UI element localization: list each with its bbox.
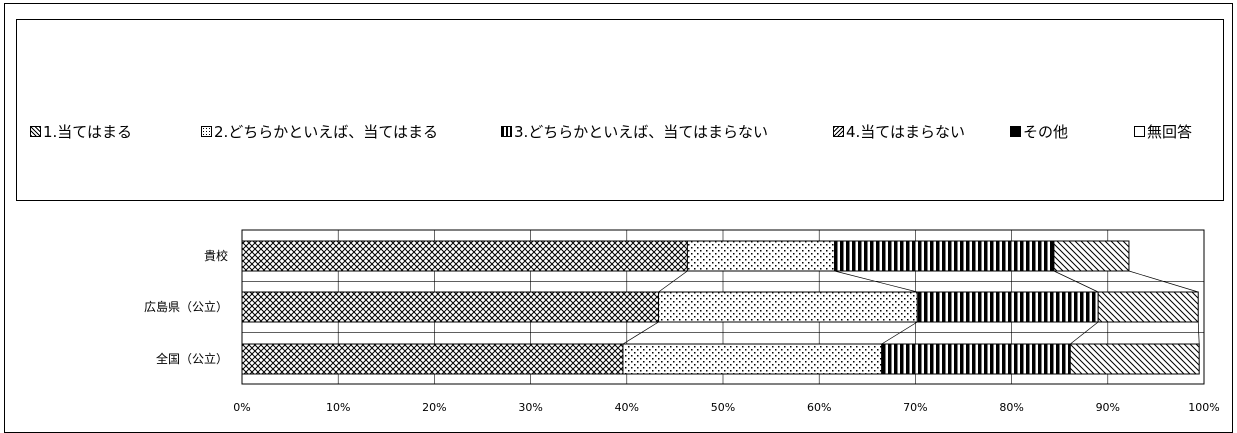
legend-item-5: その他 (1010, 121, 1068, 142)
series-line (1197, 321, 1200, 345)
series-line (1128, 270, 1199, 293)
legend-swatch-blank-icon (1134, 126, 1145, 137)
category-label: 広島県（公立） (144, 299, 228, 314)
bar-segment (241, 240, 688, 272)
series-line (1053, 270, 1099, 293)
x-tick-label: 90% (1096, 401, 1120, 414)
series-line (881, 321, 918, 345)
label-layer: 0% 10% 20% 30% 40% 50% 60% 70% 80% 90% 100% 貴校広島県（公… (144, 248, 1220, 414)
bar-segment (1097, 291, 1199, 323)
bar-segment (1069, 343, 1200, 375)
legend-label: その他 (1023, 123, 1069, 141)
legend-swatch-crosshatch-icon (30, 126, 41, 137)
legend-swatch-dots-icon (201, 126, 212, 137)
x-tick-label: 80% (999, 401, 1023, 414)
bar-segment (241, 291, 660, 323)
bar-segment (658, 291, 918, 323)
bar-segment (881, 343, 1071, 375)
legend-item-2: 2.どちらかといえば、当てはまる (201, 121, 438, 142)
x-tick-label: 60% (807, 401, 831, 414)
x-tick-label: 30% (518, 401, 542, 414)
legend-label: 3.どちらかといえば、当てはまらない (514, 123, 769, 141)
x-tick-label: 70% (903, 401, 927, 414)
x-tick-label: 0% (233, 401, 250, 414)
legend-label: 1.当てはまる (43, 123, 133, 141)
legend-label: 4.当てはまらない (846, 123, 966, 141)
legend-label: 2.どちらかといえば、当てはまる (214, 123, 439, 141)
legend-item-4: 4.当てはまらない (833, 121, 965, 142)
series-line (622, 321, 659, 345)
category-label: 貴校 (204, 248, 228, 263)
x-tick-label: 20% (422, 401, 446, 414)
legend-item-3: 3.どちらかといえば、当てはまらない (501, 121, 768, 142)
legend-swatch-diagonal-icon (833, 126, 844, 137)
bar-segment (916, 291, 1099, 323)
series-line (1070, 321, 1099, 345)
bar-segment (622, 343, 883, 375)
bar-segment (241, 343, 624, 375)
bar-layer (241, 240, 1200, 375)
bar-segment (1053, 240, 1130, 272)
series-line (658, 270, 688, 293)
legend-item-6: 無回答 (1134, 121, 1192, 142)
legend-swatch-solid-icon (1010, 126, 1021, 137)
legend: 1.当てはまる 2.どちらかといえば、当てはまる 3.どちらかといえば、当てはま… (16, 19, 1224, 201)
legend-swatch-vertical-stripes-icon (501, 126, 512, 137)
x-tick-label: 40% (615, 401, 639, 414)
series-line (834, 270, 918, 293)
bar-segment (686, 240, 836, 272)
legend-item-1: 1.当てはまる (30, 121, 132, 142)
series-connector-lines (622, 270, 1200, 345)
legend-label: 無回答 (1147, 123, 1193, 141)
x-tick-label: 10% (326, 401, 350, 414)
category-label: 全国（公立） (156, 351, 228, 366)
x-tick-label: 100% (1188, 401, 1219, 414)
x-tick-label: 50% (711, 401, 735, 414)
bar-segment (834, 240, 1055, 272)
